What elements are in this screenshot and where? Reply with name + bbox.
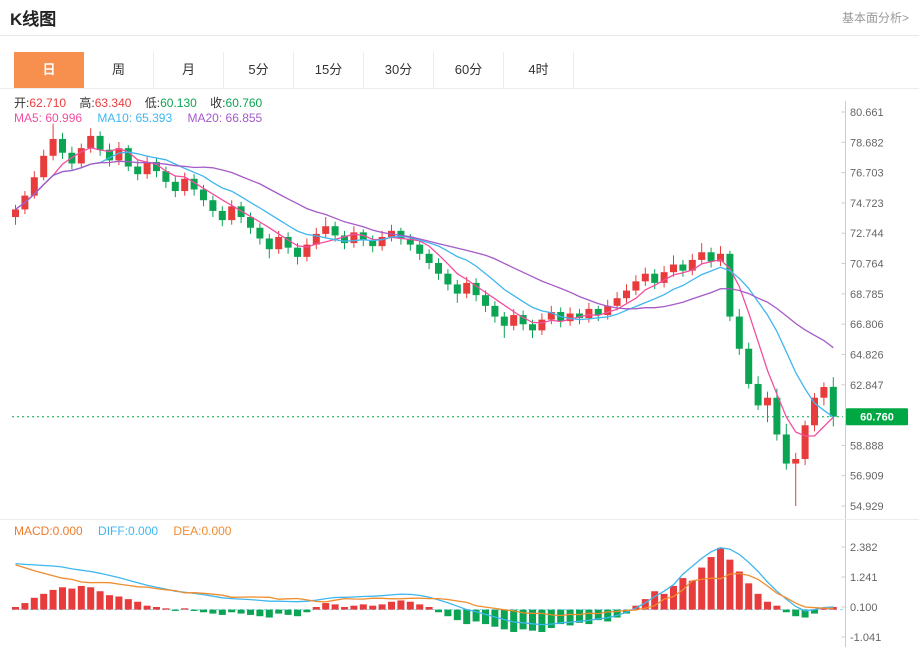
ma10-label: MA10: [97,111,133,125]
ma5-label: MA5: [14,111,43,125]
ma20-value: 66.855 [225,111,263,125]
header: K线图 基本面分析> [0,0,919,36]
tab-15min[interactable]: 15分 [294,52,364,88]
svg-text:78.682: 78.682 [850,137,884,149]
macd-label: MACD: [14,524,53,538]
page-title: K线图 [10,10,57,29]
open-label: 开: [14,96,30,110]
low-label: 低: [144,96,161,110]
svg-text:76.703: 76.703 [850,168,884,180]
open-value: 62.710 [29,96,67,110]
svg-text:70.764: 70.764 [850,259,884,271]
svg-text:0.100: 0.100 [850,602,878,614]
dea-label: DEA: [173,524,202,538]
close-label: 收: [210,96,226,110]
diff-value: 0.000 [128,524,159,538]
svg-text:54.929: 54.929 [850,501,884,513]
svg-text:72.744: 72.744 [850,228,884,240]
svg-text:66.806: 66.806 [850,319,884,331]
ma10-value: 65.393 [135,111,173,125]
macd-value: 0.000 [52,524,83,538]
svg-text:58.888: 58.888 [850,440,884,452]
tab-30min[interactable]: 30分 [364,52,434,88]
high-value: 63.340 [94,96,132,110]
tab-week[interactable]: 周 [84,52,154,88]
dea-value: 0.000 [201,524,232,538]
diff-label: DIFF: [98,524,129,538]
tab-month[interactable]: 月 [154,52,224,88]
macd-chart[interactable]: 2.382 1.241 0.100 -1.041 [0,520,919,647]
svg-text:68.785: 68.785 [850,289,884,301]
high-label: 高: [79,96,95,110]
candlestick-chart-area: 开:62.710 高:63.340 低:60.130 收:60.760 MA5:… [0,89,919,519]
ma20-label: MA20: [187,111,223,125]
svg-text:2.382: 2.382 [850,542,878,554]
svg-text:-1.041: -1.041 [850,632,881,644]
ma-readout: MA5: 60.996 MA10: 65.393 MA20: 66.855 [14,111,274,125]
ma5-value: 60.996 [45,111,83,125]
close-value: 60.760 [225,96,263,110]
svg-text:64.826: 64.826 [850,349,884,361]
period-tabbar: 日 周 月 5分 15分 30分 60分 4时 [0,52,919,89]
candlestick-chart[interactable]: 80.661 78.682 76.703 74.723 72.744 70.764 68.7… [0,89,919,519]
macd-readout: MACD:0.000 DIFF:0.000 DEA:0.000 [14,524,243,538]
low-value: 60.130 [160,96,197,110]
fundamental-analysis-link[interactable]: 基本面分析> [841,11,909,25]
svg-text:74.723: 74.723 [850,198,884,210]
svg-text:1.241: 1.241 [850,572,878,584]
tab-60min[interactable]: 60分 [434,52,504,88]
ohlc-readout: 开:62.710 高:63.340 低:60.130 收:60.760 [14,94,272,111]
svg-text:60.760: 60.760 [860,412,894,424]
tab-day[interactable]: 日 [14,52,84,88]
svg-text:80.661: 80.661 [850,107,884,119]
svg-text:56.909: 56.909 [850,471,884,483]
macd-chart-area: MACD:0.000 DIFF:0.000 DEA:0.000 2.382 1.2… [0,519,919,647]
tab-4hour[interactable]: 4时 [504,52,574,88]
tab-5min[interactable]: 5分 [224,52,294,88]
svg-text:62.847: 62.847 [850,380,884,392]
